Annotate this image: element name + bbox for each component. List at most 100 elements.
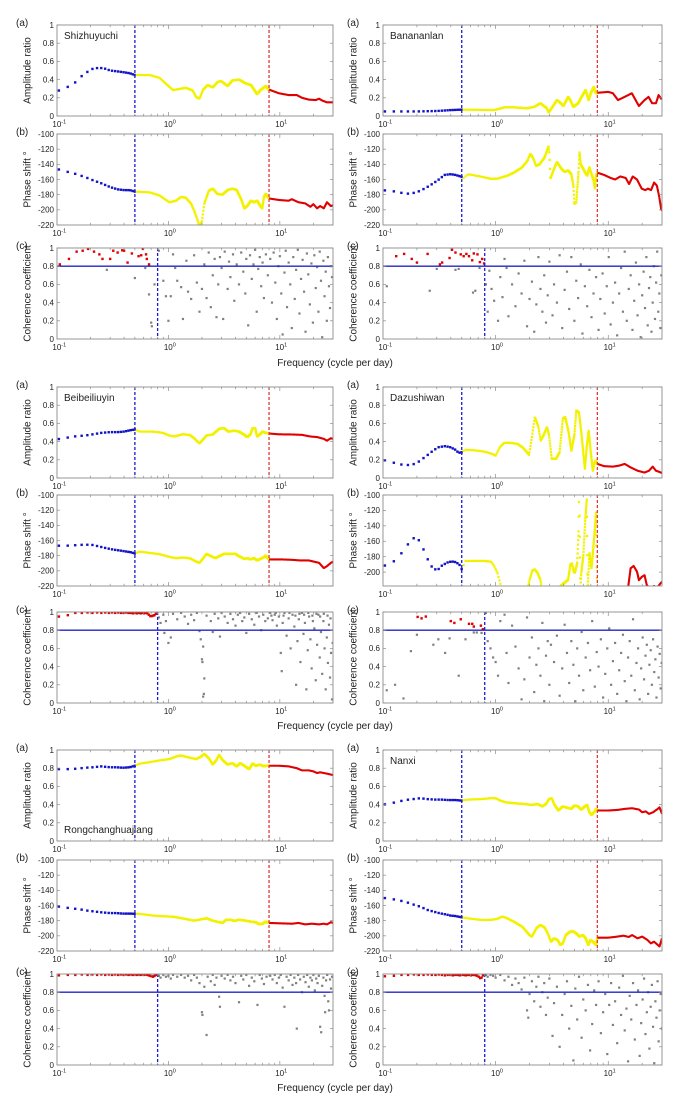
amplitude-point-mid-band xyxy=(584,458,587,461)
y-tick-label: 0.4 xyxy=(43,75,55,84)
coherence-point-other xyxy=(464,638,467,641)
phase-point-low-band xyxy=(110,186,114,189)
coherence-point-other xyxy=(243,616,246,619)
coherence-point-other xyxy=(457,674,460,677)
station-name: Dazushiwan xyxy=(390,393,444,404)
coherence-point-other xyxy=(568,307,571,311)
amplitude-point-mid-band xyxy=(192,91,195,94)
x-tick-base: 10 xyxy=(275,590,284,599)
amplitude-point-mid-band xyxy=(538,430,541,433)
coherence-point-other xyxy=(239,612,242,615)
phase-point-mid-band xyxy=(584,520,587,523)
coherence-point-other xyxy=(530,636,534,639)
x-ticks xyxy=(90,612,314,703)
amplitude-point-mid-band xyxy=(469,448,472,452)
x-tick-base: 10 xyxy=(378,343,387,352)
phase-point-mid-band xyxy=(595,511,598,514)
amplitude-point-mid-band xyxy=(574,414,577,417)
phase-point-low-band xyxy=(113,548,117,552)
phase-point-mid-band xyxy=(206,191,210,195)
coherence-point-other xyxy=(195,612,198,615)
phase-point-low-band xyxy=(95,544,99,548)
phase-point-mid-band xyxy=(540,583,543,586)
coherence-point-other xyxy=(164,295,168,298)
coherence-point-other xyxy=(245,631,248,635)
phase-point-mid-band xyxy=(203,202,206,205)
phase-point-mid-band xyxy=(568,568,571,571)
amplitude-point-mid-band xyxy=(590,460,593,464)
y-tick-label: -180 xyxy=(364,190,381,199)
plot-background xyxy=(383,495,662,586)
x-tick-exponent: -1 xyxy=(387,228,392,234)
y-tick-label: 0.2 xyxy=(369,456,381,465)
phase-point-mid-band xyxy=(527,581,531,584)
plot-area xyxy=(57,495,333,586)
axes-box xyxy=(56,611,334,704)
amplitude-point-mid-band xyxy=(497,448,500,451)
amplitude-point-mid-band xyxy=(548,436,551,439)
phase-point-mid-band xyxy=(594,175,598,179)
phase-point-mid-band xyxy=(474,174,477,177)
coherence-point-other xyxy=(614,641,617,645)
amplitude-point-mid-band xyxy=(560,431,563,434)
phase-point-low-band xyxy=(434,180,437,184)
y-tick-label: 0.8 xyxy=(43,764,55,773)
amplitude-point-mid-band xyxy=(585,448,588,452)
amplitude-mid-band-series xyxy=(135,73,271,100)
phase-point-low-band xyxy=(443,173,446,177)
phase-point-mid-band xyxy=(572,183,575,186)
coherence-point-other xyxy=(428,289,431,292)
phase-point-mid-band xyxy=(492,563,495,567)
x-tick-exponent: 1 xyxy=(613,119,616,125)
phase-point-mid-band xyxy=(526,158,529,161)
coherence-point-other xyxy=(213,612,216,615)
coherence-point-other xyxy=(608,627,611,630)
amplitude-point-low-band xyxy=(127,766,130,769)
amplitude-point-mid-band xyxy=(528,451,531,454)
phase-point-mid-band xyxy=(476,174,479,177)
amplitude-point-mid-band xyxy=(568,440,572,443)
coherence-point-other xyxy=(231,253,235,256)
amplitude-point-low-band xyxy=(453,448,457,451)
amplitude-point-mid-band xyxy=(548,442,552,445)
phase-point-mid-band xyxy=(144,551,147,554)
amplitude-point-low-band xyxy=(66,767,69,771)
x-tick-exponent: 0 xyxy=(500,481,503,487)
coherence-point-significant xyxy=(81,249,84,252)
phase-point-mid-band xyxy=(526,159,529,162)
amplitude-point-low-band xyxy=(449,108,452,112)
x-tick-base: 10 xyxy=(491,707,500,716)
phase-point-mid-band xyxy=(158,194,161,197)
coherence-point-significant xyxy=(141,248,145,251)
phase-point-mid-band xyxy=(580,571,583,574)
phase-point-mid-band xyxy=(592,540,595,543)
y-axis-label: Phase shift ° xyxy=(23,151,34,207)
phase-point-mid-band xyxy=(576,543,580,546)
coherence-point-other xyxy=(316,266,319,269)
y-tick-label: -200 xyxy=(364,568,381,577)
coherence-point-other xyxy=(203,263,206,266)
coherence-point-other xyxy=(541,310,544,313)
phase-point-mid-band xyxy=(496,572,499,575)
coherence-point-significant xyxy=(459,253,462,256)
phase-point-mid-band xyxy=(150,552,153,555)
coherence-point-other xyxy=(496,674,500,677)
phase-point-mid-band xyxy=(154,914,157,917)
phase-point-mid-band xyxy=(533,160,536,163)
phase-point-mid-band xyxy=(593,186,597,189)
amplitude-point-mid-band xyxy=(481,108,484,112)
phase-point-mid-band xyxy=(469,173,472,176)
coherence-point-other xyxy=(260,285,263,288)
phase-point-mid-band xyxy=(495,570,498,573)
y-tick-label: -120 xyxy=(38,145,55,154)
amplitude-point-mid-band xyxy=(580,436,583,439)
amplitude-point-mid-band xyxy=(489,452,492,455)
coherence-point-other xyxy=(317,310,320,313)
y-tick-label: 0.4 xyxy=(369,437,381,446)
coherence-point-other xyxy=(262,613,265,616)
phase-point-mid-band xyxy=(192,208,195,211)
phase-point-low-band xyxy=(129,912,132,915)
phase-point-mid-band xyxy=(570,174,573,177)
phase-mid-band-series xyxy=(135,550,271,564)
amplitude-point-mid-band xyxy=(590,454,593,457)
